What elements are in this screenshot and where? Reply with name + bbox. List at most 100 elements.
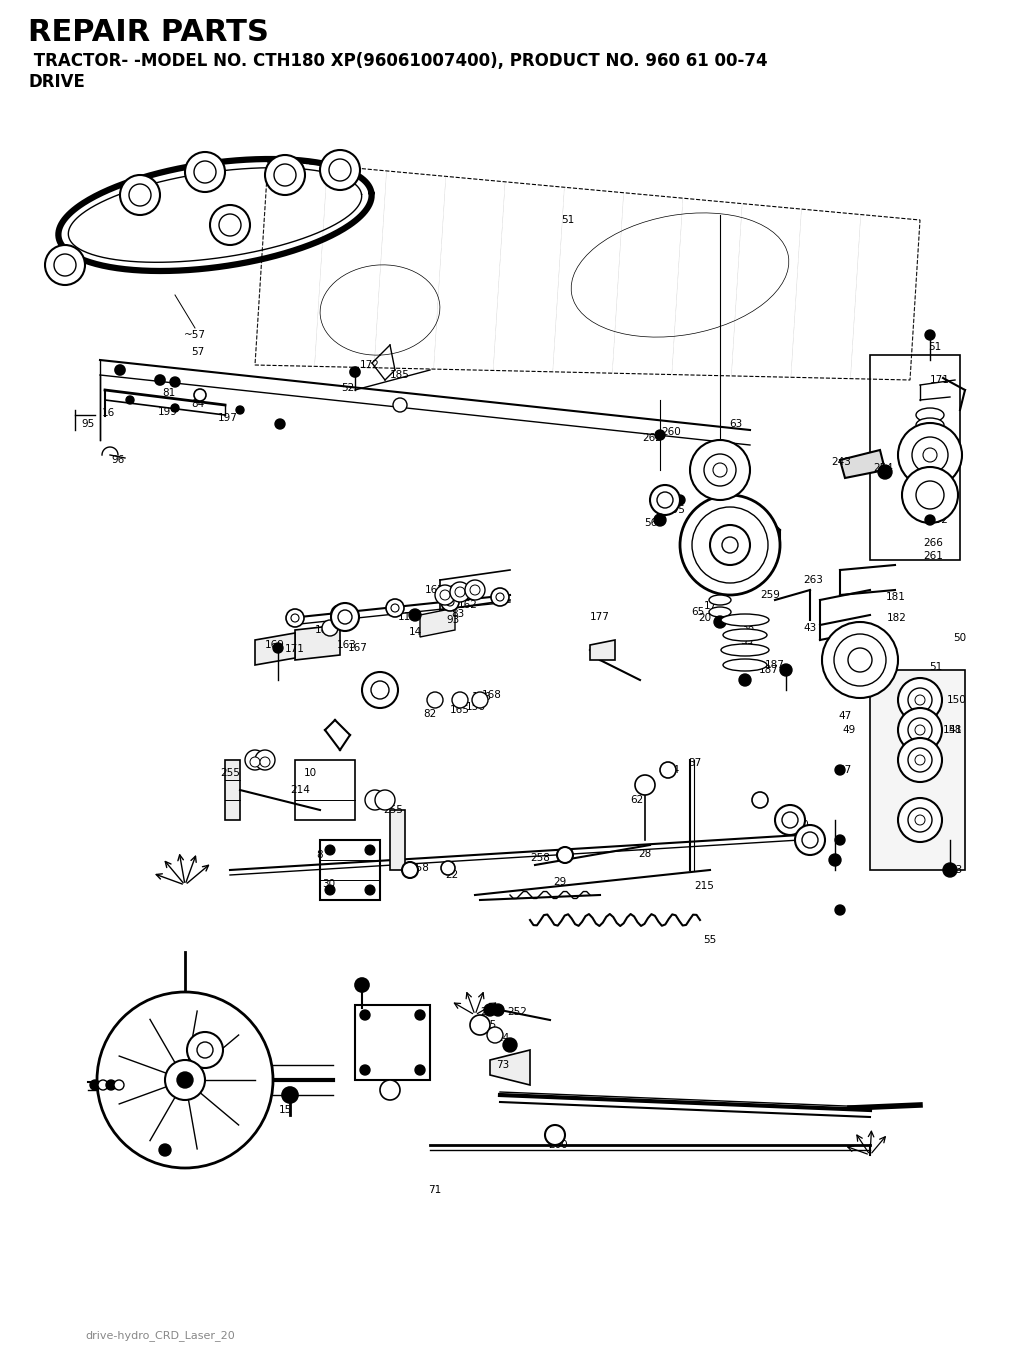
Text: 9: 9: [734, 542, 741, 553]
Text: 165: 165: [451, 705, 470, 715]
Polygon shape: [390, 811, 406, 870]
Text: 29: 29: [553, 877, 566, 888]
Circle shape: [97, 992, 273, 1169]
Text: 8: 8: [316, 850, 324, 861]
Circle shape: [319, 150, 360, 190]
Circle shape: [925, 330, 935, 340]
Text: 36: 36: [258, 751, 271, 761]
Circle shape: [690, 440, 750, 500]
Text: 258: 258: [530, 852, 550, 863]
Circle shape: [286, 609, 304, 627]
Circle shape: [675, 494, 685, 505]
Circle shape: [916, 481, 944, 509]
Polygon shape: [490, 1050, 530, 1085]
Text: 21: 21: [361, 690, 375, 700]
Circle shape: [331, 605, 349, 623]
Circle shape: [331, 603, 359, 631]
Text: 177: 177: [590, 612, 610, 621]
Circle shape: [45, 245, 85, 285]
Circle shape: [177, 1071, 193, 1088]
Ellipse shape: [709, 594, 731, 605]
Circle shape: [660, 762, 676, 778]
Text: 42: 42: [741, 630, 755, 640]
Text: 25: 25: [483, 1020, 497, 1029]
Circle shape: [415, 1065, 425, 1075]
Text: 83: 83: [452, 609, 465, 619]
Circle shape: [371, 681, 389, 698]
Text: 151: 151: [943, 725, 963, 735]
Circle shape: [496, 593, 504, 601]
Text: 162: 162: [458, 600, 478, 611]
Circle shape: [484, 1004, 496, 1016]
Ellipse shape: [916, 417, 944, 432]
Polygon shape: [225, 761, 240, 820]
Text: 51: 51: [561, 215, 574, 226]
Text: 77: 77: [211, 1063, 224, 1073]
Text: 19: 19: [504, 1043, 517, 1052]
Text: 260: 260: [930, 471, 950, 481]
Text: 156: 156: [466, 703, 486, 712]
Ellipse shape: [723, 630, 767, 640]
Text: 255: 255: [383, 805, 402, 815]
Circle shape: [210, 205, 250, 245]
Text: 200: 200: [548, 1140, 568, 1150]
Circle shape: [752, 792, 768, 808]
Ellipse shape: [916, 408, 944, 422]
Circle shape: [775, 805, 805, 835]
Polygon shape: [420, 608, 455, 638]
Circle shape: [129, 184, 151, 205]
Text: 48: 48: [948, 725, 962, 735]
Text: 82: 82: [423, 709, 436, 719]
Circle shape: [915, 694, 925, 705]
Circle shape: [472, 692, 488, 708]
Circle shape: [848, 648, 872, 671]
Circle shape: [780, 663, 792, 676]
Text: 35: 35: [249, 751, 261, 761]
Text: 16: 16: [101, 408, 115, 417]
Circle shape: [391, 604, 399, 612]
Text: 279: 279: [930, 455, 950, 465]
Circle shape: [350, 367, 360, 377]
Circle shape: [908, 748, 932, 771]
Circle shape: [835, 835, 845, 844]
Text: 57: 57: [191, 347, 205, 357]
Circle shape: [834, 634, 886, 686]
Circle shape: [260, 757, 270, 767]
Text: 120: 120: [650, 500, 670, 509]
Circle shape: [274, 163, 296, 186]
Text: 214: 214: [290, 785, 310, 794]
Text: 187: 187: [765, 661, 785, 670]
Text: 171: 171: [285, 644, 305, 654]
Text: 172: 172: [360, 359, 380, 370]
Circle shape: [386, 598, 404, 617]
Circle shape: [655, 430, 665, 440]
Text: 27: 27: [839, 765, 852, 775]
Circle shape: [273, 643, 283, 653]
Circle shape: [795, 825, 825, 855]
Text: 120: 120: [791, 820, 810, 830]
Text: 63: 63: [729, 419, 742, 430]
Circle shape: [898, 678, 942, 721]
Circle shape: [446, 598, 454, 607]
Text: 40: 40: [741, 643, 755, 653]
Circle shape: [402, 862, 418, 878]
Text: 263: 263: [803, 576, 823, 585]
Circle shape: [375, 790, 395, 811]
Circle shape: [441, 861, 455, 875]
Circle shape: [557, 847, 573, 863]
Text: 96: 96: [112, 455, 125, 465]
Circle shape: [365, 844, 375, 855]
Text: 37: 37: [688, 758, 701, 767]
Text: 17: 17: [703, 601, 717, 611]
Text: 259: 259: [760, 590, 780, 600]
Circle shape: [487, 1027, 503, 1043]
Ellipse shape: [721, 644, 769, 657]
Circle shape: [713, 463, 727, 477]
Circle shape: [802, 832, 818, 848]
Text: 150: 150: [947, 694, 967, 705]
Circle shape: [943, 863, 957, 877]
Text: 93: 93: [446, 615, 460, 626]
Circle shape: [322, 620, 338, 636]
Text: 112: 112: [398, 612, 418, 621]
Circle shape: [835, 765, 845, 775]
